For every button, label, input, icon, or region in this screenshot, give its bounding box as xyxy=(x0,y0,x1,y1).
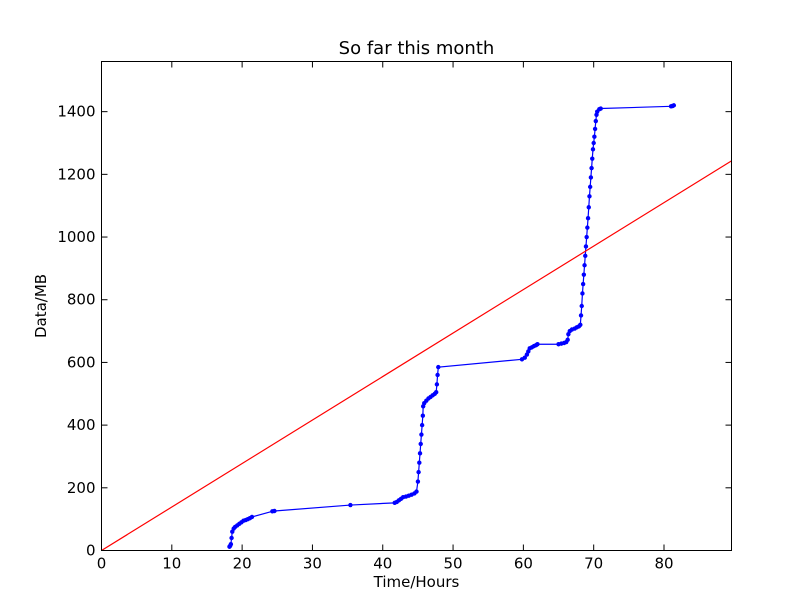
y-tick-label: 400 xyxy=(67,416,96,434)
data-point xyxy=(578,313,584,318)
data-point xyxy=(583,253,588,259)
data-point xyxy=(585,216,591,221)
data-point xyxy=(419,422,425,428)
data-point xyxy=(272,508,277,514)
data-point xyxy=(419,432,424,437)
y-tick-label: 0 xyxy=(86,542,96,560)
data-point xyxy=(590,147,596,152)
y-tick-label: 600 xyxy=(67,353,96,371)
y-tick-label: 1400 xyxy=(57,103,95,121)
data-point xyxy=(416,469,421,475)
y-tick-label: 200 xyxy=(67,479,96,497)
data-point xyxy=(414,489,419,494)
data-point xyxy=(436,364,441,370)
x-tick-label: 70 xyxy=(584,555,603,573)
series-1 xyxy=(101,160,732,552)
data-point xyxy=(417,451,423,456)
data-point xyxy=(420,413,426,418)
data-point xyxy=(582,263,587,268)
data-point xyxy=(584,234,589,240)
plot-frame xyxy=(101,61,732,551)
y-tick-label: 800 xyxy=(67,291,96,309)
series-0 xyxy=(227,103,677,549)
data-point xyxy=(565,337,570,343)
data-point xyxy=(348,502,353,508)
chart-title: So far this month xyxy=(339,38,495,59)
data-point xyxy=(228,542,234,547)
data-point xyxy=(587,184,593,190)
data-point xyxy=(581,272,587,277)
data-point xyxy=(415,479,421,484)
data-point xyxy=(434,382,440,387)
series-layer xyxy=(101,103,732,552)
x-tick-label: 0 xyxy=(97,555,107,573)
data-point xyxy=(229,535,234,541)
x-axis-label: Time/Hours xyxy=(373,573,460,591)
data-point xyxy=(580,291,585,296)
x-tick-label: 60 xyxy=(514,555,533,573)
data-point xyxy=(671,103,677,108)
x-tick-label: 50 xyxy=(444,555,463,573)
x-tick-label: 20 xyxy=(233,555,252,573)
data-point xyxy=(435,372,440,378)
x-tick-label: 80 xyxy=(654,555,673,573)
data-point xyxy=(593,118,598,124)
data-point xyxy=(583,244,589,249)
data-point xyxy=(578,322,583,328)
data-point xyxy=(579,303,584,309)
y-axis-label: Data/MB xyxy=(32,274,50,338)
x-tick-label: 10 xyxy=(162,555,181,573)
y-tick-label: 1200 xyxy=(57,165,95,183)
y-tick-label: 1000 xyxy=(57,228,95,246)
data-point xyxy=(586,205,591,210)
data-point xyxy=(580,281,586,287)
data-point xyxy=(585,225,590,230)
data-point xyxy=(590,156,595,161)
series-1-line xyxy=(101,160,732,552)
ticks-layer: 0 10 20 30 40 50 60 70 8002004006008001000120014… xyxy=(57,61,732,573)
data-point xyxy=(591,140,596,146)
data-point xyxy=(249,514,255,520)
data-point xyxy=(417,460,422,465)
data-point xyxy=(598,106,603,111)
data-point xyxy=(418,441,423,447)
x-tick-label: 30 xyxy=(303,555,322,573)
x-tick-label: 40 xyxy=(373,555,392,573)
data-point xyxy=(535,342,540,347)
data-point xyxy=(592,126,598,132)
data-point xyxy=(433,390,439,395)
data-point xyxy=(588,175,594,180)
data-point xyxy=(589,165,594,171)
data-point xyxy=(587,194,592,199)
data-point xyxy=(592,134,597,139)
data-point xyxy=(522,355,527,360)
